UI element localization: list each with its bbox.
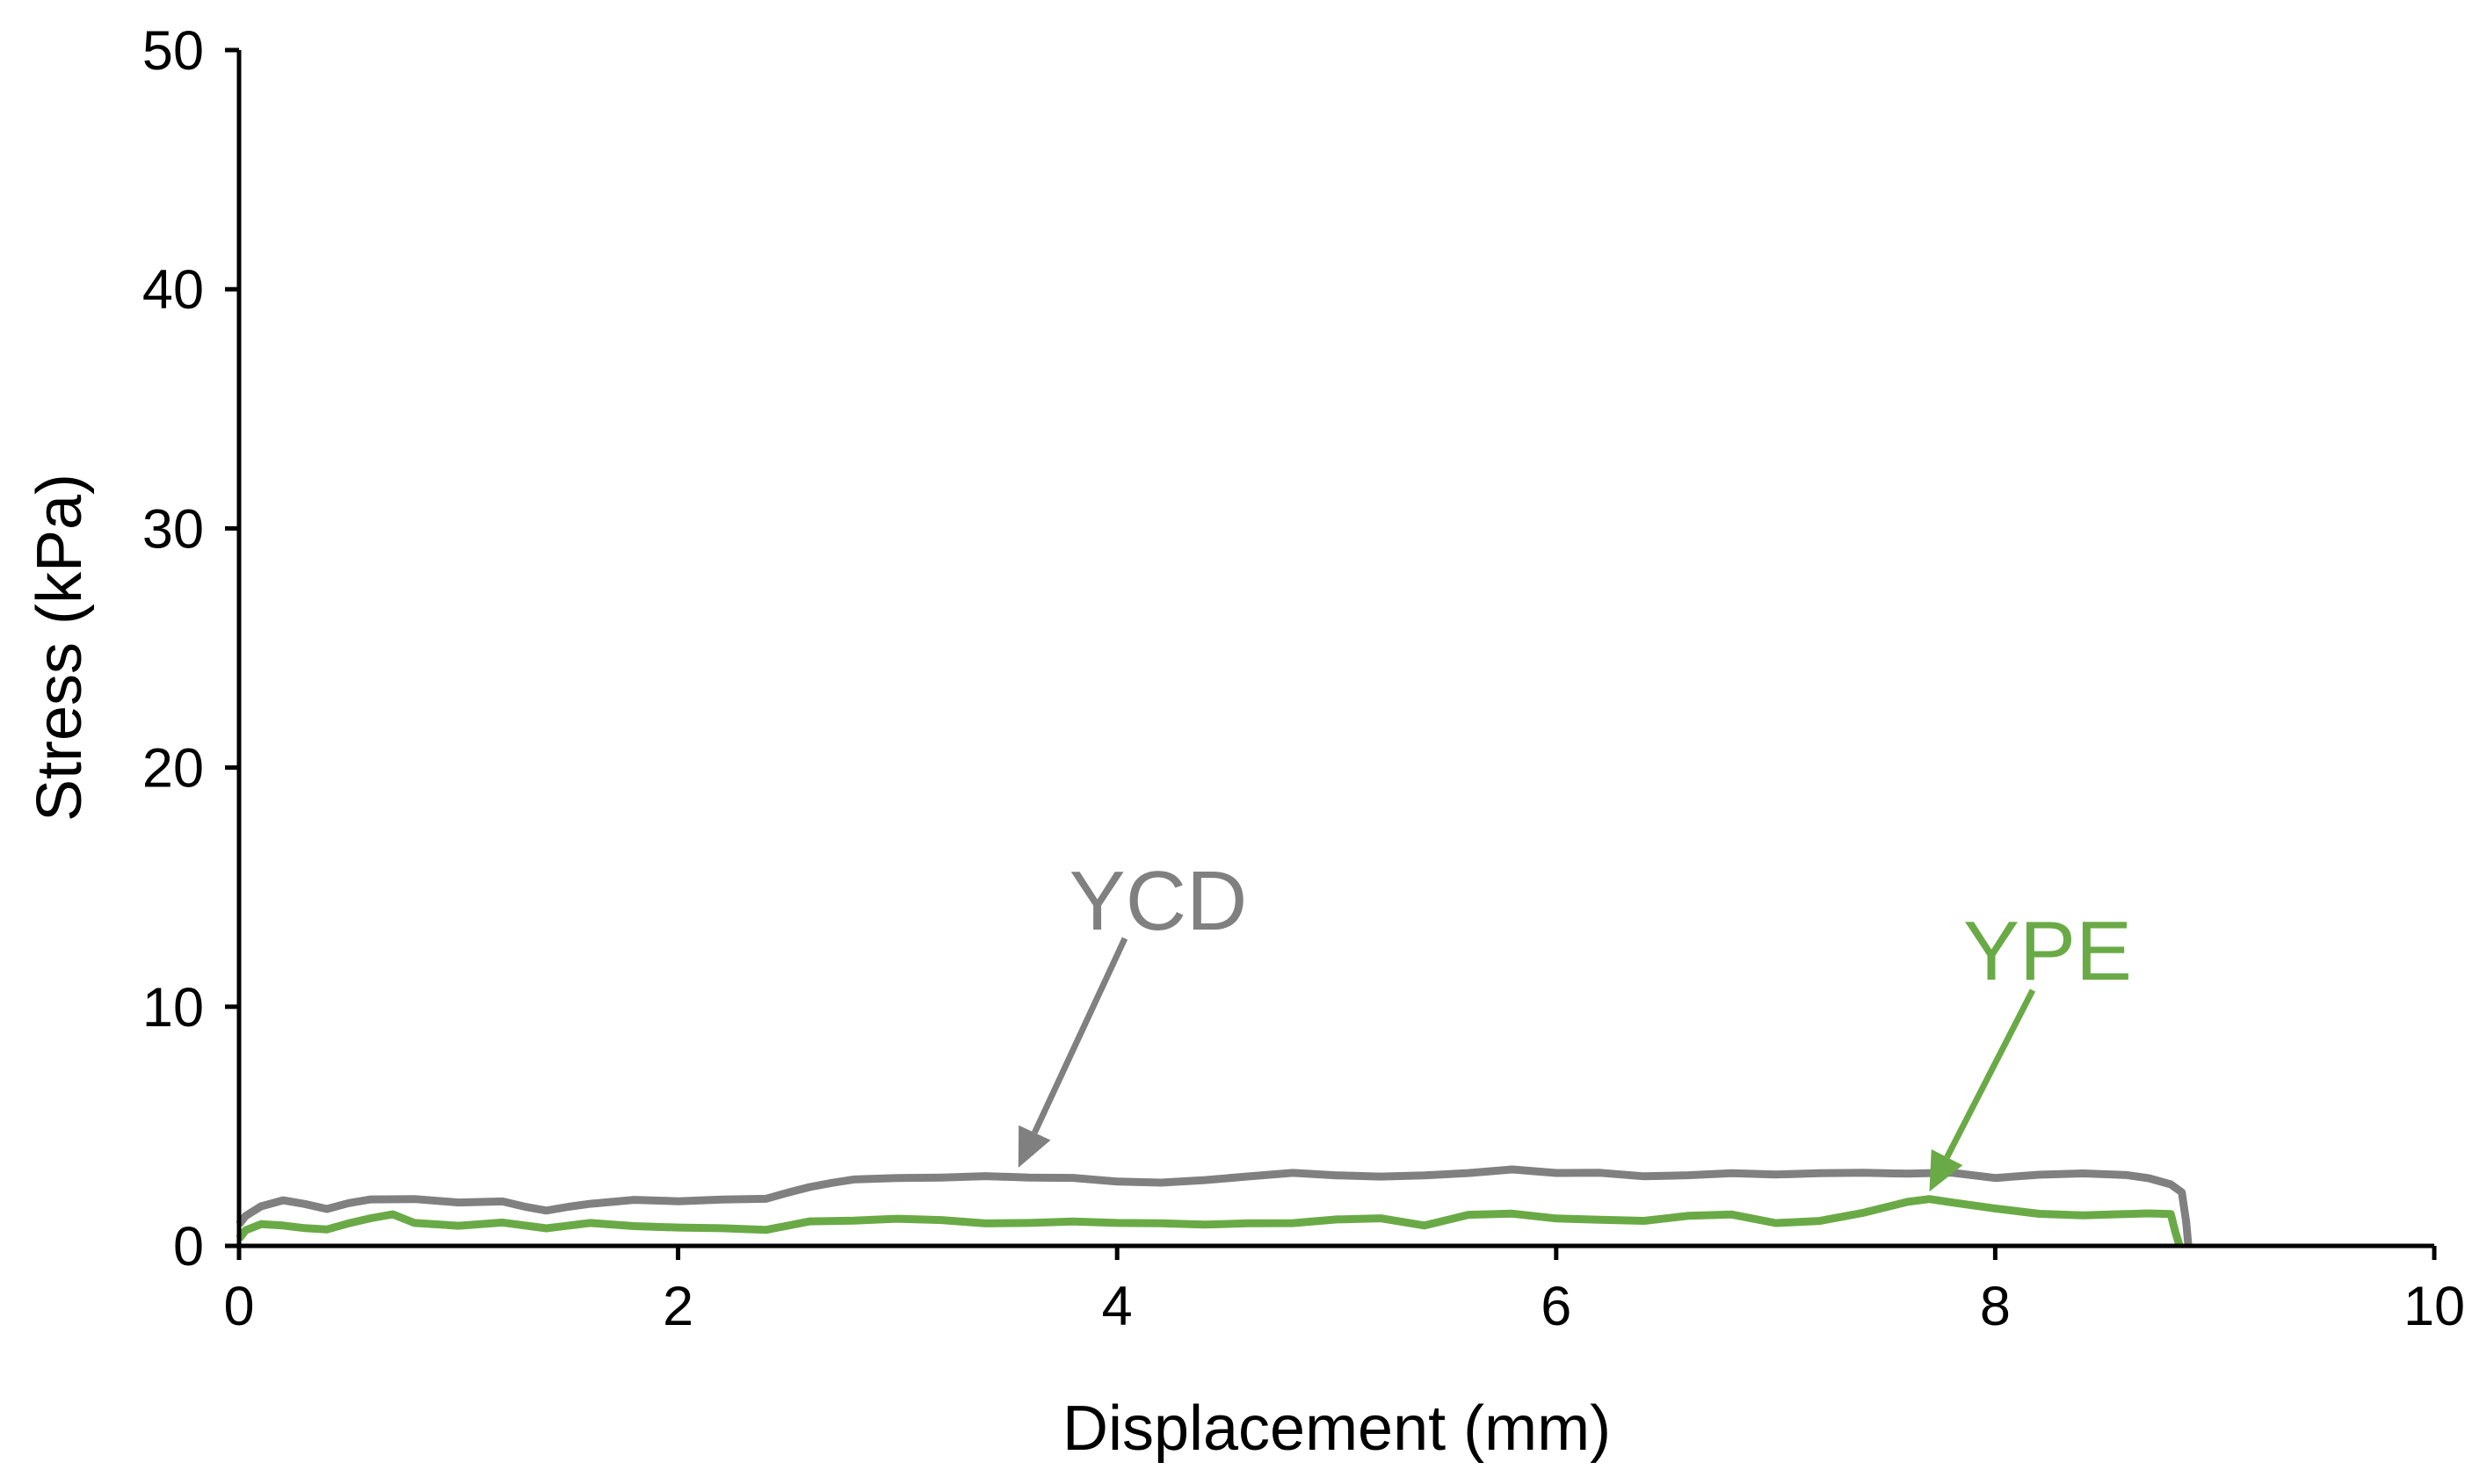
annotations-layer: YCD YPE bbox=[1018, 854, 2132, 1192]
y-tick-label: 30 bbox=[142, 498, 204, 560]
series-line-ype bbox=[236, 1195, 2184, 1248]
annotation-arrow-shaft bbox=[1032, 937, 1128, 1134]
y-tick-label: 20 bbox=[142, 738, 204, 800]
annotation-label-ype: YPE bbox=[1963, 904, 2132, 998]
x-tick-label: 2 bbox=[663, 1276, 693, 1337]
annotation-arrow-head bbox=[1929, 1149, 1963, 1192]
ticks-layer: 0 2 4 6 8 10 0 10 20 30 40 50 bbox=[142, 20, 2465, 1337]
x-axis-title: Displacement (mm) bbox=[1062, 1394, 1611, 1464]
axes-layer bbox=[236, 50, 2434, 1249]
series-layer bbox=[236, 1165, 2193, 1248]
annotation-label-ycd: YCD bbox=[1069, 854, 1248, 948]
annotation-arrow-head bbox=[1018, 1125, 1051, 1169]
x-tick-label: 4 bbox=[1102, 1276, 1133, 1337]
y-tick-label: 40 bbox=[142, 259, 204, 321]
x-tick-label: 0 bbox=[223, 1276, 254, 1337]
y-tick-label: 50 bbox=[142, 20, 204, 82]
x-tick-label: 8 bbox=[1980, 1276, 2011, 1337]
x-tick-label: 6 bbox=[1541, 1276, 1571, 1337]
y-tick-label: 0 bbox=[173, 1216, 204, 1278]
x-tick-label: 10 bbox=[2404, 1276, 2465, 1337]
y-axis-title: Stress (kPa) bbox=[25, 474, 95, 822]
annotation-arrow-shaft bbox=[1944, 988, 2036, 1159]
y-tick-label: 10 bbox=[142, 977, 204, 1039]
